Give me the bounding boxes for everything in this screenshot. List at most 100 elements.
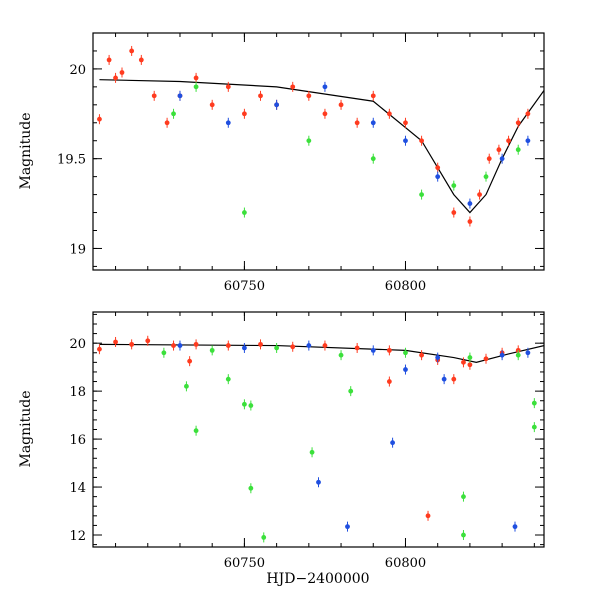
data-point	[106, 57, 112, 63]
data-point	[242, 210, 247, 215]
data-point	[531, 400, 537, 406]
data-point	[461, 494, 466, 500]
data-point	[525, 111, 531, 117]
data-point	[187, 358, 193, 364]
data-point	[322, 343, 328, 348]
data-point	[467, 355, 473, 360]
data-point	[354, 120, 360, 126]
data-point	[113, 339, 118, 345]
data-point	[354, 345, 360, 351]
data-point	[435, 355, 441, 360]
data-point	[248, 485, 254, 491]
data-point	[403, 350, 408, 356]
x-tick-label: 60750	[224, 556, 265, 571]
data-point	[309, 449, 315, 455]
data-point	[386, 347, 392, 353]
data-point	[209, 102, 215, 108]
top-y-axis-label: Magnitude	[18, 112, 34, 189]
data-point	[225, 120, 231, 126]
data-point	[193, 84, 199, 90]
data-point	[370, 156, 376, 162]
data-point	[512, 524, 518, 530]
data-point	[171, 343, 176, 348]
data-point	[248, 403, 254, 408]
data-point	[531, 424, 537, 430]
data-point	[177, 93, 183, 99]
data-point	[461, 359, 466, 365]
data-point	[290, 84, 296, 90]
y-tick-label: 14	[69, 481, 86, 496]
data-point	[258, 93, 263, 99]
data-point	[225, 84, 231, 90]
data-point	[119, 70, 125, 75]
data-point	[403, 138, 408, 144]
data-point	[338, 352, 344, 358]
y-tick-label: 19.5	[57, 153, 86, 168]
data-point	[129, 48, 135, 54]
data-point	[151, 93, 157, 99]
data-point	[390, 440, 395, 446]
data-point	[451, 376, 457, 382]
data-point	[435, 165, 441, 171]
y-tick-label: 18	[69, 385, 86, 400]
data-point	[499, 156, 505, 162]
data-point	[467, 201, 473, 206]
x-tick-label: 60800	[385, 279, 426, 294]
data-point	[242, 401, 247, 407]
data-point	[403, 120, 408, 126]
data-point	[461, 532, 466, 538]
data-point	[506, 138, 511, 144]
data-point	[274, 102, 280, 108]
data-point	[386, 111, 392, 117]
y-tick-label: 16	[69, 433, 86, 448]
y-tick-label: 19	[69, 242, 86, 257]
data-point	[477, 192, 482, 197]
data-point	[322, 111, 328, 117]
data-point	[306, 343, 312, 348]
data-point	[499, 352, 505, 358]
data-point	[467, 219, 473, 224]
data-point	[386, 379, 392, 384]
x-tick-label: 60800	[385, 556, 426, 571]
data-point	[322, 84, 328, 90]
data-point	[184, 383, 189, 389]
data-point	[345, 524, 350, 530]
plot-area	[97, 335, 544, 543]
data-point	[145, 338, 151, 344]
data-point	[177, 343, 183, 348]
data-point	[467, 362, 473, 368]
data-point	[242, 345, 247, 351]
data-point	[97, 346, 102, 352]
data-point	[525, 350, 531, 356]
top-panel: Magnitude 60750 60800 19 19.5 20	[18, 32, 545, 294]
data-point	[225, 376, 231, 382]
data-point	[441, 376, 447, 382]
data-point	[97, 116, 102, 122]
data-point	[483, 356, 489, 362]
data-point	[113, 75, 118, 81]
data-point	[515, 352, 521, 358]
x-tick-label: 60750	[224, 279, 265, 294]
data-point	[225, 343, 231, 348]
y-tick-label: 12	[69, 529, 86, 544]
data-point	[496, 147, 502, 153]
data-point	[370, 93, 376, 99]
data-point	[338, 102, 344, 108]
bottom-x-axis-label: HJD−2400000	[266, 571, 369, 587]
data-point	[451, 183, 457, 189]
data-point	[306, 138, 312, 144]
bottom-y-axis-label: Magnitude	[18, 390, 34, 467]
data-point	[515, 120, 521, 126]
data-point	[209, 347, 215, 353]
data-point	[435, 174, 441, 180]
data-point	[348, 388, 354, 394]
data-point	[171, 111, 176, 117]
data-point	[370, 347, 376, 353]
data-point	[258, 341, 263, 347]
data-point	[261, 535, 267, 540]
data-point	[486, 156, 492, 162]
bottom-panel: Magnitude HJD−2400000 60750 60800 12 14 16 18…	[18, 311, 545, 587]
data-point	[515, 147, 521, 153]
data-point	[403, 367, 408, 372]
